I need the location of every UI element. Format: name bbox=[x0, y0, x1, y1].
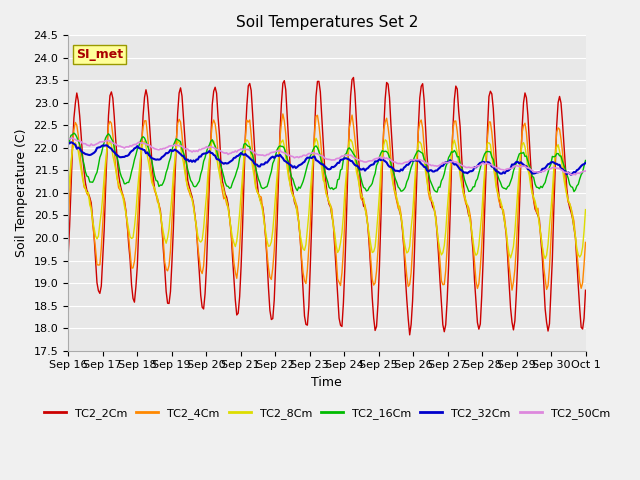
Line: TC2_32Cm: TC2_32Cm bbox=[68, 142, 586, 175]
TC2_4Cm bbox=[128, 265, 136, 271]
TC2_32Cm bbox=[64, 140, 72, 145]
TC2_50Cm bbox=[246, 148, 253, 154]
TC2_4Cm bbox=[508, 287, 516, 293]
TC2_4Cm bbox=[218, 188, 226, 194]
TC2_8Cm bbox=[582, 207, 589, 213]
TC2_16Cm bbox=[246, 144, 253, 150]
Line: TC2_8Cm: TC2_8Cm bbox=[68, 138, 586, 259]
TC2_2Cm bbox=[291, 199, 298, 205]
Legend: TC2_2Cm, TC2_4Cm, TC2_8Cm, TC2_16Cm, TC2_32Cm, TC2_50Cm: TC2_2Cm, TC2_4Cm, TC2_8Cm, TC2_16Cm, TC2… bbox=[39, 404, 614, 423]
TC2_32Cm bbox=[67, 139, 75, 145]
TC2_4Cm bbox=[582, 240, 589, 245]
TC2_2Cm bbox=[406, 332, 413, 338]
TC2_8Cm bbox=[244, 139, 252, 144]
TC2_2Cm bbox=[128, 282, 136, 288]
TC2_8Cm bbox=[218, 182, 226, 188]
Line: TC2_50Cm: TC2_50Cm bbox=[68, 138, 586, 175]
TC2_8Cm bbox=[128, 236, 136, 241]
Line: TC2_2Cm: TC2_2Cm bbox=[68, 77, 586, 335]
TC2_2Cm bbox=[556, 94, 563, 99]
TC2_32Cm bbox=[129, 147, 137, 153]
TC2_2Cm bbox=[236, 294, 243, 300]
TC2_8Cm bbox=[291, 197, 298, 203]
TC2_4Cm bbox=[64, 219, 72, 225]
TC2_50Cm bbox=[292, 154, 300, 160]
TC2_16Cm bbox=[70, 130, 77, 136]
TC2_32Cm bbox=[220, 161, 228, 167]
TC2_32Cm bbox=[582, 160, 589, 166]
TC2_16Cm bbox=[220, 174, 228, 180]
Line: TC2_16Cm: TC2_16Cm bbox=[68, 133, 586, 192]
TC2_32Cm bbox=[246, 156, 253, 161]
TC2_8Cm bbox=[236, 210, 243, 216]
TC2_16Cm bbox=[292, 185, 300, 191]
TC2_50Cm bbox=[64, 136, 72, 142]
TC2_50Cm bbox=[129, 142, 137, 148]
Y-axis label: Soil Temperature (C): Soil Temperature (C) bbox=[15, 129, 28, 257]
TC2_16Cm bbox=[129, 163, 137, 169]
TC2_4Cm bbox=[556, 126, 563, 132]
TC2_8Cm bbox=[541, 256, 549, 262]
TC2_16Cm bbox=[433, 189, 441, 195]
TC2_50Cm bbox=[220, 150, 228, 156]
TC2_4Cm bbox=[292, 200, 300, 205]
TC2_32Cm bbox=[237, 150, 245, 156]
Text: SI_met: SI_met bbox=[76, 48, 123, 61]
TC2_2Cm bbox=[349, 74, 357, 80]
TC2_50Cm bbox=[68, 135, 76, 141]
TC2_16Cm bbox=[64, 143, 72, 148]
TC2_2Cm bbox=[64, 253, 72, 259]
TC2_32Cm bbox=[567, 172, 575, 178]
TC2_16Cm bbox=[582, 157, 589, 163]
TC2_8Cm bbox=[312, 135, 320, 141]
TC2_32Cm bbox=[292, 165, 300, 171]
TC2_16Cm bbox=[556, 153, 563, 159]
TC2_4Cm bbox=[236, 246, 243, 252]
TC2_8Cm bbox=[556, 148, 563, 154]
TC2_32Cm bbox=[554, 162, 562, 168]
TC2_50Cm bbox=[582, 168, 589, 174]
Line: TC2_4Cm: TC2_4Cm bbox=[68, 114, 586, 290]
TC2_50Cm bbox=[569, 172, 577, 178]
TC2_2Cm bbox=[582, 288, 589, 293]
TC2_4Cm bbox=[244, 119, 252, 125]
TC2_16Cm bbox=[237, 152, 245, 157]
Title: Soil Temperatures Set 2: Soil Temperatures Set 2 bbox=[236, 15, 418, 30]
TC2_50Cm bbox=[237, 146, 245, 152]
TC2_2Cm bbox=[244, 83, 252, 89]
TC2_50Cm bbox=[554, 166, 562, 171]
TC2_4Cm bbox=[279, 111, 287, 117]
TC2_2Cm bbox=[218, 178, 226, 183]
X-axis label: Time: Time bbox=[312, 376, 342, 389]
TC2_8Cm bbox=[64, 193, 72, 199]
